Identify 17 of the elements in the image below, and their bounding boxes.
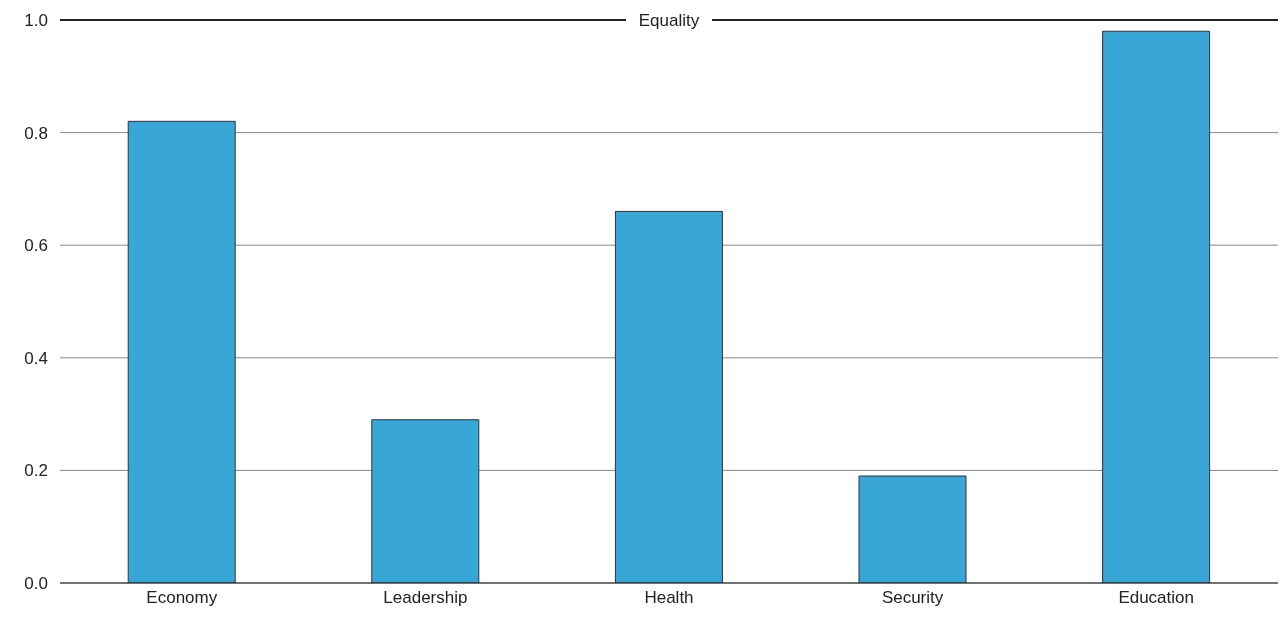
bar (858, 475, 967, 583)
y-tick-label: 0.2 (24, 461, 48, 481)
x-tick-label: Education (1118, 588, 1195, 608)
x-tick-label: Security (881, 588, 944, 608)
bar (127, 120, 236, 583)
bar (1102, 30, 1211, 583)
y-tick-label: 0.0 (24, 574, 48, 594)
x-tick-label: Economy (146, 588, 218, 608)
y-tick-label: 0.4 (24, 348, 48, 368)
y-tick-label: 1.0 (24, 11, 48, 31)
bar (371, 419, 480, 583)
bar (614, 210, 723, 583)
ref-line-label: Equality (638, 11, 700, 30)
y-tick-label: 0.6 (24, 236, 48, 256)
x-tick-label: Leadership (383, 588, 468, 608)
x-tick-label: Health (644, 588, 694, 608)
y-tick-label: 0.8 (24, 123, 48, 143)
